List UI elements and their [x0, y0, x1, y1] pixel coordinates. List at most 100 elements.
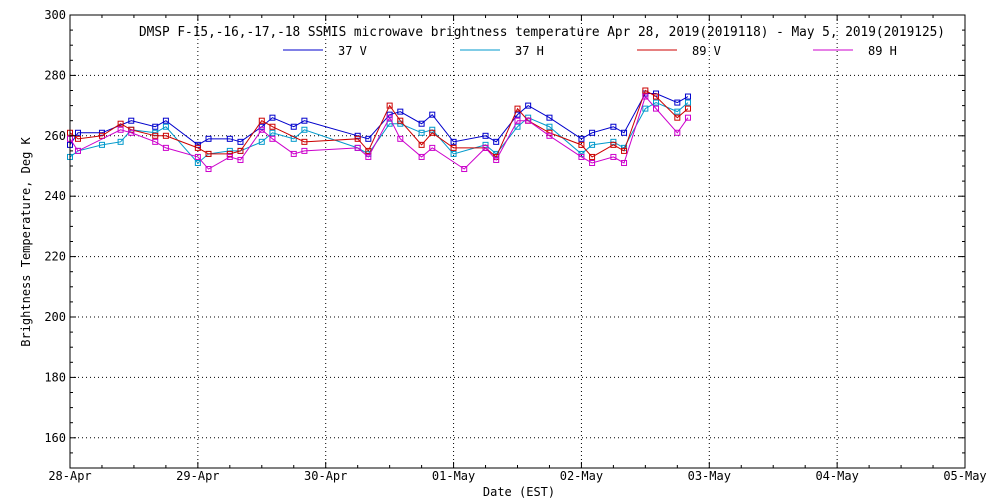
y-tick-labels: 160 180 200 220 240 260 280 300: [44, 8, 66, 445]
data-point: [117, 120, 124, 127]
data-point: [418, 153, 425, 160]
data-point: [258, 138, 265, 145]
data-point: [128, 126, 135, 133]
data-point: [117, 126, 124, 133]
data-point: [482, 144, 489, 151]
data-point: [117, 138, 124, 145]
y-tick-label: 200: [44, 310, 66, 324]
legend-label: 89 V: [692, 44, 721, 58]
data-point: [621, 129, 628, 136]
data-point: [152, 138, 159, 145]
data-point: [684, 105, 691, 112]
data-point: [386, 102, 393, 109]
data-point: [397, 108, 404, 115]
data-point: [205, 135, 212, 142]
data-point: [578, 153, 585, 160]
series-line: [69, 89, 689, 158]
series-line: [69, 95, 689, 170]
data-point: [610, 123, 617, 130]
y-tick-label: 240: [44, 189, 66, 203]
data-point: [653, 105, 660, 112]
data-point: [653, 93, 660, 100]
tick-layer: [69, 14, 966, 469]
data-point: [589, 159, 596, 166]
data-point: [418, 141, 425, 148]
data-point: [386, 114, 393, 121]
data-point: [226, 150, 233, 157]
data-point: [205, 150, 212, 157]
data-point: [354, 132, 361, 139]
data-point: [205, 166, 212, 173]
data-point: [354, 144, 361, 151]
data-point: [128, 129, 135, 136]
data-point: [397, 135, 404, 142]
legend-label: 37 H: [515, 44, 544, 58]
x-tick-label: 30-Apr: [304, 469, 347, 483]
data-point: [589, 129, 596, 136]
data-point: [258, 117, 265, 124]
data-point: [674, 108, 681, 115]
data-point: [461, 166, 468, 173]
data-point: [226, 135, 233, 142]
data-point: [237, 138, 244, 145]
data-point: [354, 135, 361, 142]
series-37-h: [67, 99, 691, 166]
data-point: [194, 153, 201, 160]
legend-item: 89 V: [637, 44, 721, 58]
data-point: [450, 150, 457, 157]
data-point: [365, 153, 372, 160]
data-point: [74, 129, 81, 136]
series-line: [69, 102, 689, 164]
legend-item: 89 H: [813, 44, 897, 58]
data-point: [546, 114, 553, 121]
data-point: [301, 126, 308, 133]
data-point: [610, 141, 617, 148]
data-point: [226, 147, 233, 154]
y-tick-label: 280: [44, 68, 66, 82]
data-point: [589, 141, 596, 148]
data-point: [258, 126, 265, 133]
data-point: [493, 138, 500, 145]
data-point: [589, 153, 596, 160]
y-tick-label: 260: [44, 129, 66, 143]
data-point: [269, 114, 276, 121]
x-tick-label: 02-May: [560, 469, 603, 483]
data-point: [525, 102, 532, 109]
data-point: [194, 144, 201, 151]
data-point: [642, 105, 649, 112]
data-point: [98, 141, 105, 148]
data-point: [514, 117, 521, 124]
data-point: [74, 135, 81, 142]
data-point: [162, 117, 169, 124]
data-point: [684, 114, 691, 121]
legend-label: 37 V: [338, 44, 367, 58]
data-point: [578, 141, 585, 148]
data-point: [493, 156, 500, 163]
chart-title: DMSP F-15,-16,-17,-18 SSMIS microwave br…: [139, 25, 945, 40]
plot-frame: [69, 14, 966, 469]
data-point: [653, 99, 660, 106]
data-point: [418, 120, 425, 127]
data-point: [621, 159, 628, 166]
x-tick-label: 01-May: [432, 469, 475, 483]
data-point: [546, 123, 553, 130]
x-tick-label: 28-Apr: [48, 469, 91, 483]
data-point: [301, 138, 308, 145]
data-point: [429, 144, 436, 151]
data-point: [152, 132, 159, 139]
data-point: [237, 147, 244, 154]
data-point: [269, 123, 276, 130]
y-tick-label: 180: [44, 370, 66, 384]
legend: 37 V 37 H 89 V 89 H: [283, 44, 897, 58]
data-point: [546, 132, 553, 139]
data-point: [684, 99, 691, 106]
series-89-h: [67, 93, 691, 173]
data-point: [152, 129, 159, 136]
legend-item: 37 H: [460, 44, 544, 58]
data-point: [152, 123, 159, 130]
y-tick-label: 220: [44, 250, 66, 264]
data-point: [674, 129, 681, 136]
data-point: [684, 93, 691, 100]
data-point: [450, 138, 457, 145]
